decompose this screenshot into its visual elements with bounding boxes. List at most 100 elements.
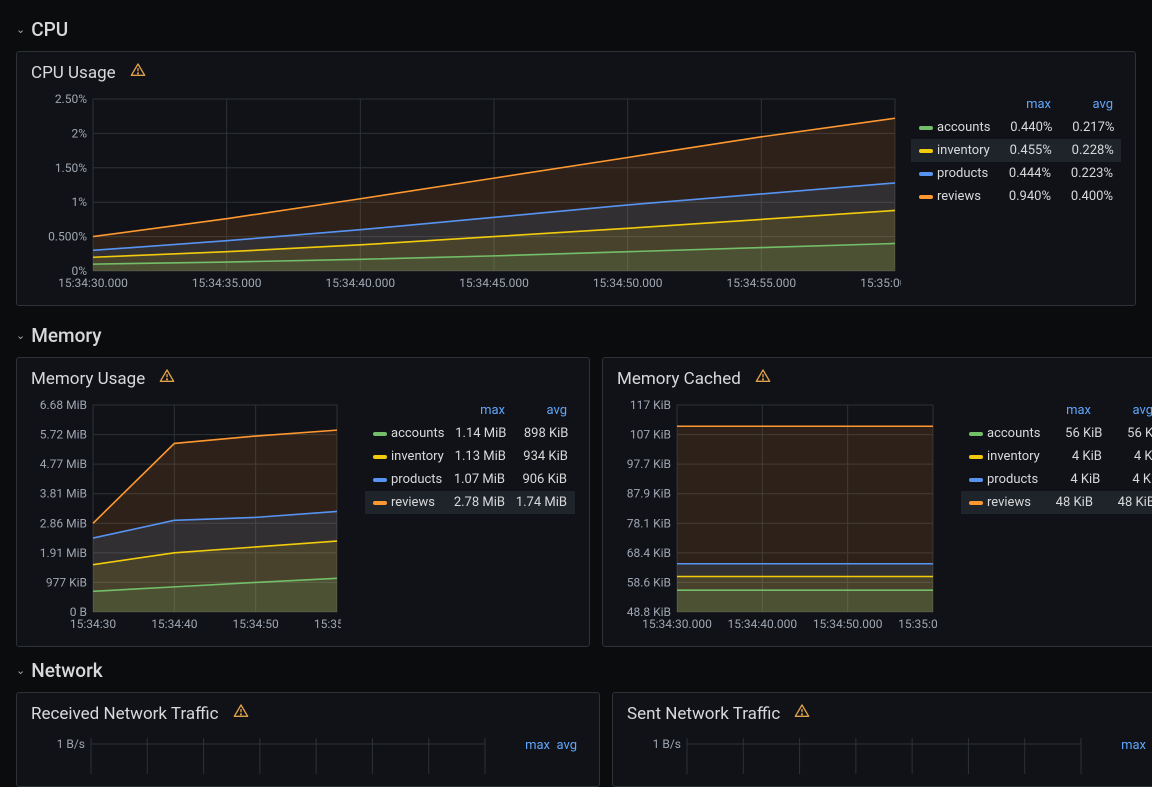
series-max: 2.78 MiB (443, 495, 505, 510)
panel-memory-cached: Memory Cached 48.8 KiB58.6 KiB68.4 KiB78… (602, 357, 1152, 647)
series-max: 48 KiB (1031, 495, 1093, 510)
legend-col-max[interactable]: max (443, 403, 505, 418)
series-avg: 56 KiB (1102, 426, 1152, 441)
series-max: 0.444% (989, 166, 1051, 181)
svg-text:1 B/s: 1 B/s (57, 737, 85, 751)
chevron-down-icon: ⌄ (16, 329, 25, 342)
warning-icon (233, 703, 249, 724)
series-color-swatch (919, 195, 933, 199)
svg-text:58.6 KiB: 58.6 KiB (627, 575, 671, 589)
legend-col-avg[interactable]: avg (505, 403, 567, 418)
legend-row-inventory[interactable]: inventory 0.455% 0.228% (911, 139, 1121, 162)
svg-text:117 KiB: 117 KiB (630, 399, 671, 412)
series-color-swatch (373, 432, 387, 436)
svg-text:68.4 KiB: 68.4 KiB (627, 546, 671, 560)
svg-text:15:34:40.000: 15:34:40.000 (727, 617, 797, 631)
series-max: 4 KiB (1038, 472, 1100, 487)
svg-text:15:34:50.000: 15:34:50.000 (593, 276, 663, 290)
legend-row-inventory[interactable]: inventory 1.13 MiB 934 KiB (365, 445, 575, 468)
chart-net-recv[interactable]: 1 B/s (31, 734, 491, 774)
series-name: products (391, 472, 443, 487)
section-title: Network (31, 659, 103, 682)
chart-cpu-usage[interactable]: 0%0.500%1%1.50%2%2.50%15:34:30.00015:34:… (31, 93, 887, 293)
svg-text:15:34:30.000: 15:34:30.000 (642, 617, 712, 631)
series-color-swatch (919, 149, 933, 153)
svg-text:78.1 KiB: 78.1 KiB (627, 516, 671, 530)
series-color-swatch (373, 478, 387, 482)
legend-col-avg[interactable]: avg (550, 738, 577, 753)
series-name: reviews (937, 189, 989, 204)
series-max: 0.940% (989, 189, 1051, 204)
chevron-down-icon: ⌄ (16, 664, 25, 677)
series-avg: 4 KiB (1100, 472, 1152, 487)
svg-text:2%: 2% (71, 126, 87, 140)
panel-title-text: Memory Usage (31, 369, 145, 389)
chart-net-sent[interactable]: 1 B/s (627, 734, 1087, 774)
series-color-swatch (919, 126, 933, 130)
series-max: 0.440% (990, 120, 1052, 135)
series-name: inventory (391, 449, 444, 464)
legend-row-reviews[interactable]: reviews 2.78 MiB 1.74 MiB (365, 491, 575, 514)
legend-col-max[interactable]: max (989, 97, 1051, 112)
legend-row-inventory[interactable]: inventory 4 KiB 4 KiB (961, 445, 1152, 468)
legend-row-accounts[interactable]: accounts 56 KiB 56 KiB (961, 422, 1152, 445)
series-avg: 0.228% (1052, 143, 1114, 158)
svg-text:15:34:50.000: 15:34:50.000 (813, 617, 883, 631)
chart-memory-cached[interactable]: 48.8 KiB58.6 KiB68.4 KiB78.1 KiB87.9 KiB… (617, 399, 937, 634)
legend-row-products[interactable]: products 1.07 MiB 906 KiB (365, 468, 575, 491)
series-max: 4 KiB (1040, 449, 1102, 464)
svg-text:4.77 MiB: 4.77 MiB (40, 457, 87, 471)
panel-title-text: Sent Network Traffic (627, 704, 780, 724)
series-avg: 1.74 MiB (505, 495, 567, 510)
panel-net-recv: Received Network Traffic 1 B/s maxavg (16, 692, 600, 787)
section-toggle-memory[interactable]: ⌄ Memory (16, 318, 1136, 357)
svg-text:1 B/s: 1 B/s (653, 737, 681, 751)
legend-memory-usage: maxavg accounts 1.14 MiB 898 KiB invento… (365, 399, 575, 634)
svg-text:1.50%: 1.50% (55, 161, 87, 175)
warning-icon (794, 703, 810, 724)
svg-text:6.68 MiB: 6.68 MiB (40, 399, 87, 412)
svg-text:977 KiB: 977 KiB (46, 575, 87, 589)
warning-icon (159, 368, 175, 389)
warning-icon (130, 62, 146, 83)
legend-memory-cached: maxavg accounts 56 KiB 56 KiB inventory … (961, 399, 1152, 634)
series-name: reviews (987, 495, 1031, 510)
legend-col-avg[interactable]: avg (1091, 403, 1152, 418)
svg-text:15:34:50: 15:34:50 (233, 617, 280, 631)
svg-text:1.91 MiB: 1.91 MiB (40, 546, 87, 560)
legend-col-avg[interactable]: avg (1051, 97, 1113, 112)
series-max: 56 KiB (1040, 426, 1102, 441)
legend-row-accounts[interactable]: accounts 0.440% 0.217% (911, 116, 1121, 139)
svg-text:0.500%: 0.500% (48, 230, 87, 244)
legend-col-max[interactable]: max (523, 738, 550, 753)
legend-row-products[interactable]: products 4 KiB 4 KiB (961, 468, 1152, 491)
chart-memory-usage[interactable]: 0 B977 KiB1.91 MiB2.86 MiB3.81 MiB4.77 M… (31, 399, 341, 634)
series-max: 1.13 MiB (444, 449, 506, 464)
series-name: inventory (987, 449, 1040, 464)
legend-net-recv: maxavg (515, 734, 585, 774)
legend-col-avg[interactable]: avg (1146, 738, 1152, 753)
legend-col-max[interactable]: max (1119, 738, 1146, 753)
section-title: CPU (31, 18, 68, 41)
series-avg: 4 KiB (1102, 449, 1152, 464)
series-avg: 934 KiB (506, 449, 568, 464)
svg-text:15:34:45.000: 15:34:45.000 (459, 276, 529, 290)
legend-row-products[interactable]: products 0.444% 0.223% (911, 162, 1121, 185)
panel-title-text: Received Network Traffic (31, 704, 219, 724)
legend-row-accounts[interactable]: accounts 1.14 MiB 898 KiB (365, 422, 575, 445)
legend-row-reviews[interactable]: reviews 0.940% 0.400% (911, 185, 1121, 208)
panel-title-text: CPU Usage (31, 63, 116, 83)
panel-memory-usage: Memory Usage 0 B977 KiB1.91 MiB2.86 MiB3… (16, 357, 590, 647)
section-toggle-network[interactable]: ⌄ Network (16, 647, 1136, 692)
section-toggle-cpu[interactable]: ⌄ CPU (16, 12, 1136, 51)
series-name: reviews (391, 495, 443, 510)
legend-row-reviews[interactable]: reviews 48 KiB 48 KiB (961, 491, 1152, 514)
panel-cpu-usage: CPU Usage 0%0.500%1%1.50%2%2.50%15:34:30… (16, 51, 1136, 306)
series-color-swatch (373, 501, 387, 505)
legend-cpu-usage: maxavg accounts 0.440% 0.217% inventory … (911, 93, 1121, 293)
svg-text:15:34:55.000: 15:34:55.000 (726, 276, 796, 290)
legend-col-max[interactable]: max (1029, 403, 1091, 418)
series-name: accounts (937, 120, 990, 135)
svg-text:2.50%: 2.50% (55, 93, 87, 106)
series-max: 1.07 MiB (443, 472, 505, 487)
